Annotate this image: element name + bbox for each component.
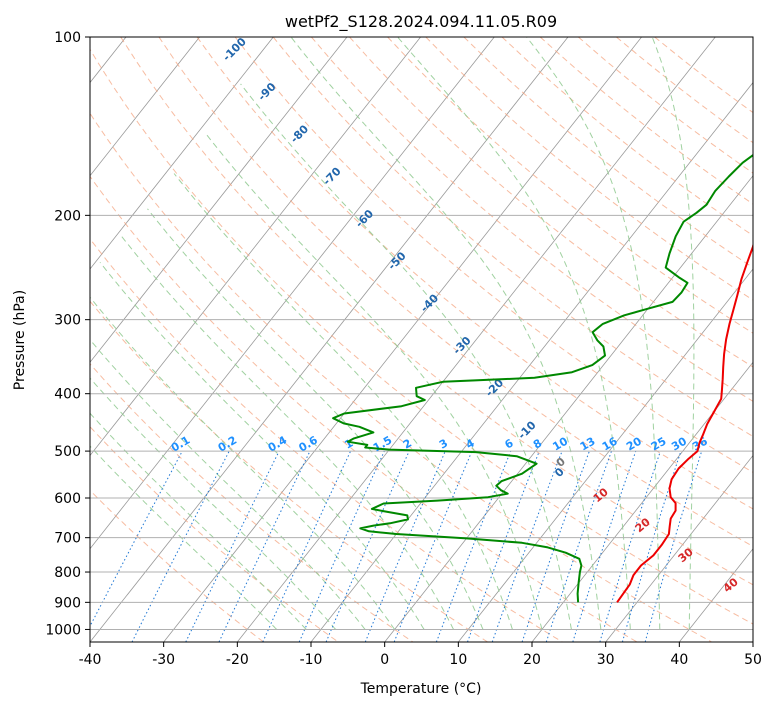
x-tick-label: -20	[226, 652, 249, 668]
isotherm-line	[457, 268, 753, 642]
isotherm-line	[90, 37, 569, 642]
x-tick-label: -30	[152, 652, 175, 668]
x-tick-label: 50	[744, 652, 762, 668]
mixing-ratio-line	[131, 450, 230, 642]
x-axis-title: Temperature (°C)	[360, 681, 482, 697]
x-tick-label: 30	[597, 652, 615, 668]
y-tick-label: 100	[54, 30, 81, 46]
dry-adiabat-line	[90, 300, 488, 642]
plot-background	[90, 37, 753, 642]
chart-title: wetPf2_S128.2024.094.11.05.R09	[285, 12, 557, 32]
mixing-ratio-line	[491, 450, 563, 642]
dry-adiabat-line	[90, 238, 563, 642]
mixing-ratio-line	[599, 450, 661, 642]
dry-adiabat-line	[90, 112, 712, 642]
isotherm-line	[384, 175, 753, 642]
mixing-ratio-line	[298, 450, 385, 642]
x-tick-label: -40	[79, 652, 102, 668]
mixing-ratio-line	[325, 450, 410, 642]
x-tick-label: 20	[523, 652, 541, 668]
y-tick-label: 700	[54, 531, 81, 547]
y-tick-label: 300	[54, 313, 81, 329]
isotherm-line	[90, 37, 495, 550]
moist-adiabat-line	[147, 208, 484, 630]
mixing-ratio-line	[467, 450, 540, 642]
y-tick-label: 200	[54, 208, 81, 224]
isotherm-line	[531, 361, 753, 642]
isotherm-line	[90, 37, 274, 270]
isotherm-line	[90, 37, 348, 363]
isotherm-line	[310, 81, 753, 642]
dry-adiabat-line	[90, 48, 753, 625]
dry-adiabat-line	[234, 37, 753, 473]
y-tick-label: 800	[54, 565, 81, 581]
mixing-ratio-line	[644, 450, 703, 642]
moist-adiabat-line	[90, 412, 307, 630]
moist-adiabat-line	[204, 132, 543, 630]
y-axis-ticks: 100 200 300 400 500 600 700 800 900 1000	[45, 30, 90, 638]
moist-adiabat-line	[119, 233, 454, 630]
moist-adiabat-line	[526, 37, 661, 630]
y-tick-label: 900	[54, 595, 81, 611]
y-axis-title: Pressure (hPa)	[12, 290, 28, 390]
moist-adiabat-line	[651, 37, 695, 630]
dry-adiabat-line	[196, 37, 753, 510]
moist-adiabat-line	[90, 296, 395, 630]
mixing-ratio-line	[621, 450, 682, 642]
y-tick-label: 500	[54, 444, 81, 460]
mixing-ratio-line	[435, 450, 512, 642]
dewpoint-profile-line	[332, 153, 753, 603]
moist-adiabat-line	[90, 445, 278, 630]
mixing-ratio-line	[393, 450, 473, 642]
mixing-ratio-line	[572, 450, 637, 642]
y-tick-label: 1000	[45, 622, 81, 638]
moist-adiabat-line	[90, 377, 337, 630]
moist-adiabat-line	[290, 37, 602, 630]
isotherm-line	[90, 37, 421, 457]
isotherm-line	[752, 641, 753, 642]
dry-adiabat-line	[272, 37, 753, 438]
background-lines	[90, 37, 753, 642]
x-tick-label: 40	[670, 652, 688, 668]
mixing-ratio-line	[545, 450, 612, 642]
mixing-ratio-line	[521, 450, 590, 642]
moist-adiabat-line	[99, 261, 425, 630]
mixing-ratio-line	[364, 450, 446, 642]
isotherm-line	[236, 37, 716, 642]
dry-adiabat-line	[90, 426, 339, 642]
moist-adiabat-line	[173, 173, 513, 630]
isotherm-line	[90, 37, 200, 177]
x-tick-label: 0	[380, 652, 389, 668]
moist-adiabat-line	[90, 339, 366, 630]
x-tick-label: -10	[300, 652, 323, 668]
y-tick-label: 400	[54, 387, 81, 403]
dry-adiabat-line	[158, 37, 753, 548]
mixing-ratio-line	[90, 450, 183, 628]
plot-frame	[89, 36, 754, 643]
y-tick-label: 600	[54, 491, 81, 507]
dry-adiabat-line	[120, 37, 753, 586]
x-tick-label: 10	[449, 652, 467, 668]
sounding-profiles	[332, 153, 753, 603]
x-axis-ticks: -40 -30 -20 -10 0 10 20 30 40 50	[79, 642, 762, 668]
isotherm-line	[605, 454, 753, 642]
temperature-profile-line	[616, 242, 753, 603]
mixing-ratio-line	[185, 450, 280, 642]
isotherm-line	[163, 37, 642, 642]
